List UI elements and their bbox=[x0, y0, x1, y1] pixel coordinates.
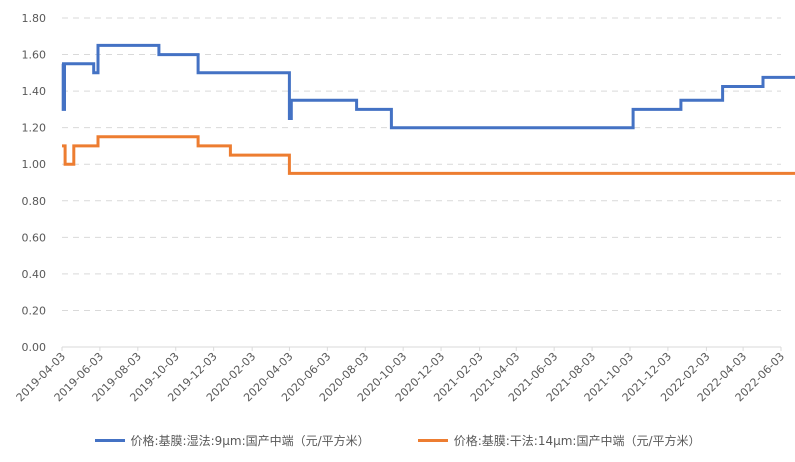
y-axis-ticks: 0.00 0.20 0.40 0.60 0.80 1.00 1.20 1.40 1.60 1.80 bbox=[22, 12, 47, 354]
y-tick-label: 0.40 bbox=[22, 268, 47, 281]
legend: 价格:基膜:湿法:9μm:国产中端（元/平方米） 价格:基膜:干法:14μm:国… bbox=[0, 428, 795, 452]
y-tick-label: 1.20 bbox=[22, 122, 47, 135]
y-tick-label: 0.20 bbox=[22, 304, 47, 317]
y-tick-label: 0.60 bbox=[22, 231, 47, 244]
series-line-dry-14um bbox=[62, 135, 795, 175]
legend-label-wet: 价格:基膜:湿法:9μm:国产中端（元/平方米） bbox=[130, 433, 370, 448]
y-tick-label: 0.00 bbox=[22, 341, 47, 354]
gridlines bbox=[62, 17, 781, 311]
y-tick-label: 1.80 bbox=[22, 12, 47, 25]
legend-label-dry: 价格:基膜:干法:14μm:国产中端（元/平方米） bbox=[453, 433, 701, 448]
legend-swatch-wet bbox=[94, 438, 125, 442]
line-chart: 0.00 0.20 0.40 0.60 0.80 1.00 1.20 1.40 1.60 1.80… bbox=[14, 12, 795, 404]
legend-item-dry: 价格:基膜:干法:14μm:国产中端（元/平方米） bbox=[417, 432, 701, 449]
x-axis-ticks: 2019-04-032019-06-032019-08-032019-10-03… bbox=[14, 347, 787, 404]
series-line-wet-9um bbox=[61, 43, 795, 130]
legend-swatch-dry bbox=[417, 438, 448, 442]
y-tick-label: 1.40 bbox=[22, 85, 47, 98]
y-tick-label: 1.00 bbox=[22, 158, 47, 171]
legend-item-wet: 价格:基膜:湿法:9μm:国产中端（元/平方米） bbox=[94, 432, 370, 449]
y-tick-label: 1.60 bbox=[22, 49, 47, 62]
y-tick-label: 0.80 bbox=[22, 195, 47, 208]
series-lines bbox=[61, 43, 795, 175]
